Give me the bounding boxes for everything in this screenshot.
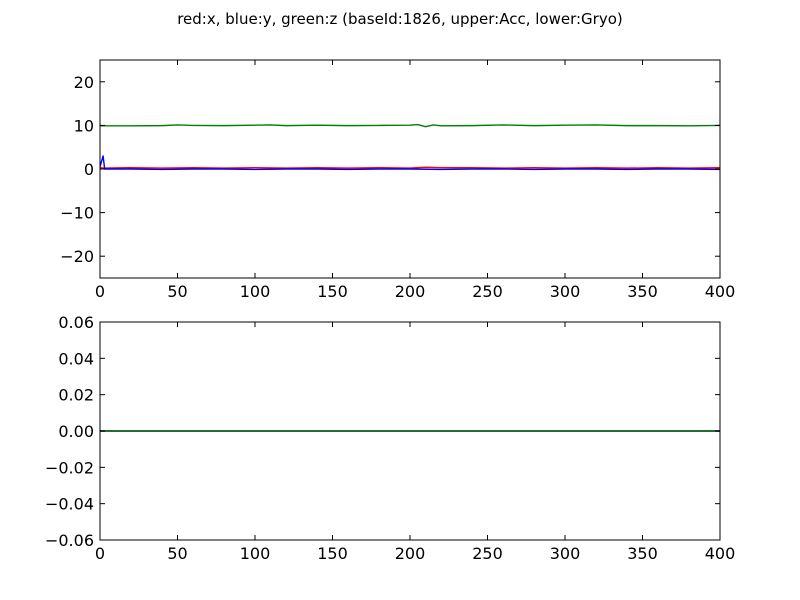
lower-y-tick-label: −0.02	[45, 458, 94, 477]
upper-axes-acc: 0 50 100 150 200 250 300 350 400 −20 −10 0 10 20	[60, 59, 736, 301]
upper-x-tick-label: 150	[317, 282, 348, 301]
lower-x-tick-label: 400	[705, 544, 736, 563]
upper-series-z-line	[100, 123, 720, 128]
upper-y-tick-label: −20	[60, 247, 94, 266]
lower-x-tick-label: 50	[167, 544, 187, 563]
upper-y-tick-label: −10	[60, 204, 94, 223]
lower-axes-gyro: 0 50 100 150 200 250 300 350 400 −0.06 −0.04 −0.02 0…	[45, 313, 735, 563]
lower-x-tick-label: 300	[550, 544, 581, 563]
lower-y-tick-label: −0.04	[45, 495, 94, 514]
figure-title: red:x, blue:y, green:z (baseId:1826, upp…	[177, 10, 623, 28]
upper-x-tick-label: 0	[95, 282, 105, 301]
lower-x-tick-label: 350	[627, 544, 658, 563]
lower-x-tick-label: 0	[95, 544, 105, 563]
upper-series-group	[100, 123, 720, 171]
lower-y-tick-label: 0.04	[58, 349, 94, 368]
upper-x-tick-label: 250	[472, 282, 503, 301]
lower-y-tick-label: 0.06	[58, 313, 94, 332]
lower-x-tick-label: 150	[317, 544, 348, 563]
upper-y-tick-label: 20	[74, 73, 94, 92]
lower-x-tick-label: 200	[395, 544, 426, 563]
upper-x-tick-label: 100	[240, 282, 271, 301]
upper-x-tick-label: 400	[705, 282, 736, 301]
lower-y-tick-label: 0.00	[58, 422, 94, 441]
upper-series-y-line	[100, 155, 720, 171]
lower-x-tick-label: 250	[472, 544, 503, 563]
upper-series-x-line	[100, 166, 720, 169]
upper-x-tick-label: 350	[627, 282, 658, 301]
upper-x-tick-label: 50	[167, 282, 187, 301]
upper-y-tick-label: 10	[74, 116, 94, 135]
upper-x-tick-label: 300	[550, 282, 581, 301]
lower-x-tick-label: 100	[240, 544, 271, 563]
lower-y-tick-label: 0.02	[58, 386, 94, 405]
lower-y-tick-label: −0.06	[45, 531, 94, 550]
upper-y-tick-label: 0	[84, 160, 94, 179]
upper-x-tick-label: 200	[395, 282, 426, 301]
